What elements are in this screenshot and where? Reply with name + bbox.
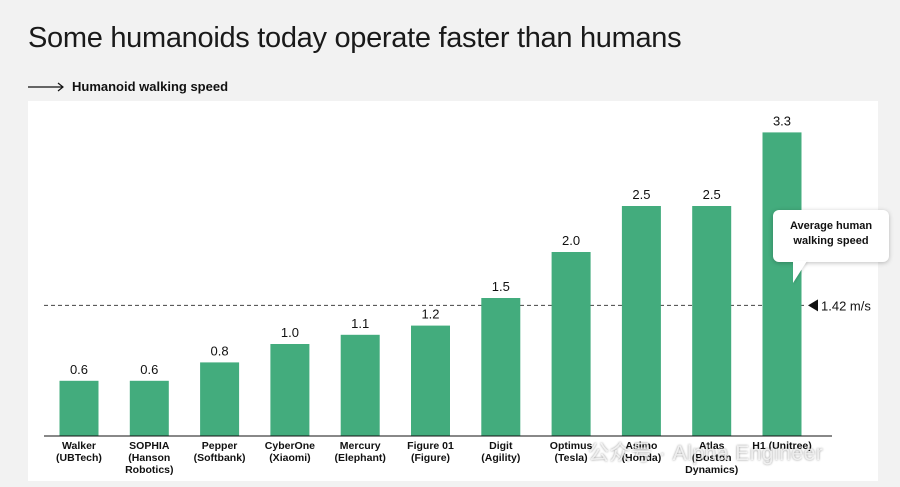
category-label: Atlas (Boston Dynamics) <box>685 440 738 476</box>
bar <box>129 380 169 436</box>
callout-tail <box>793 261 807 283</box>
data-label: 0.6 <box>70 362 88 377</box>
reference-marker-icon <box>808 299 818 312</box>
bar <box>340 334 380 436</box>
bar <box>621 206 661 436</box>
data-label: 1.1 <box>351 316 369 331</box>
data-label: 2.0 <box>562 233 580 248</box>
bar <box>551 252 591 436</box>
bar <box>411 325 450 436</box>
data-label: 0.6 <box>140 362 158 377</box>
data-label: 3.3 <box>773 113 791 128</box>
category-label: SOPHIA (Hanson Robotics) <box>125 440 173 476</box>
data-label: 1.2 <box>421 307 439 322</box>
chart-panel <box>28 101 878 481</box>
category-label: Walker (UBTech) <box>56 440 102 464</box>
page-title: Some humanoids today operate faster than… <box>28 22 682 54</box>
category-label: Figure 01 (Figure) <box>407 440 454 464</box>
reference-line-label: 1.42 m/s <box>821 298 871 313</box>
data-label: 2.5 <box>703 187 721 202</box>
bar <box>59 380 99 436</box>
bar <box>270 344 310 436</box>
category-label: Pepper (Softbank) <box>194 440 246 464</box>
bar <box>692 206 732 436</box>
category-label: Mercury (Elephant) <box>335 440 386 464</box>
category-label: Digit (Agility) <box>481 440 520 464</box>
data-label: 2.5 <box>632 187 650 202</box>
watermark: 公众号 · Alpha Engineer <box>588 442 824 465</box>
callout-line-2: walking speed <box>793 235 869 247</box>
category-label: H1 (Unitree) <box>752 440 812 452</box>
category-label: CyberOne (Xiaomi) <box>265 440 315 464</box>
data-label: 1.0 <box>281 325 299 340</box>
data-label: 0.8 <box>211 343 229 358</box>
bar <box>200 362 240 436</box>
bar <box>481 298 521 436</box>
bar <box>762 132 802 436</box>
category-label: Asimo (Honda) <box>622 440 662 464</box>
data-label: 1.5 <box>492 279 510 294</box>
average-callout: Average human walking speed <box>773 210 889 262</box>
callout-line-1: Average human <box>789 220 873 232</box>
chart-subtitle: Humanoid walking speed <box>72 79 229 94</box>
arrow-right-icon <box>28 82 64 92</box>
category-label: Optimus (Tesla) <box>550 440 593 464</box>
